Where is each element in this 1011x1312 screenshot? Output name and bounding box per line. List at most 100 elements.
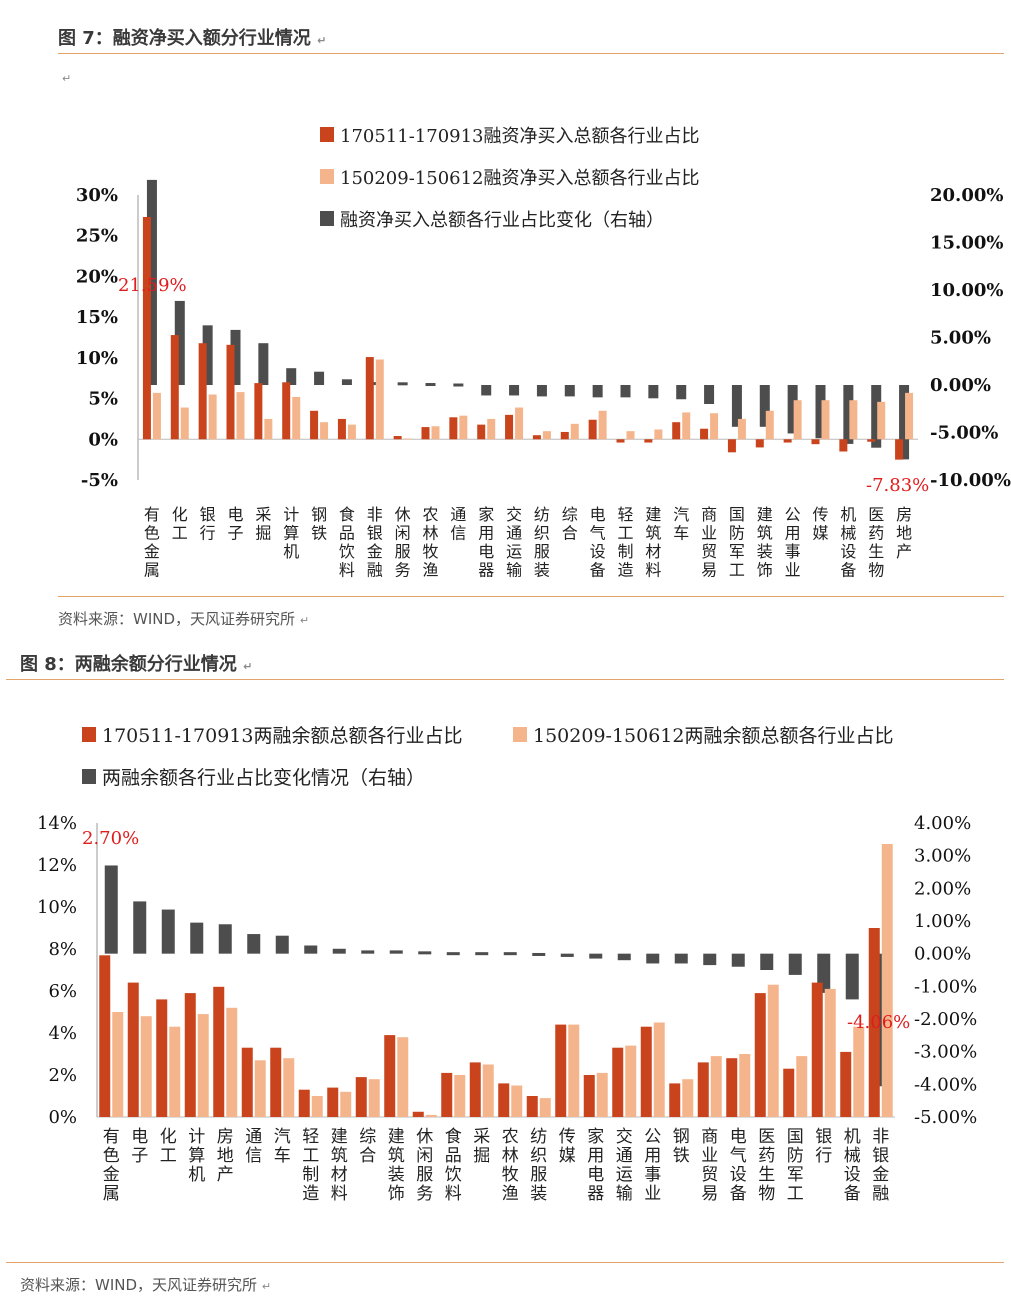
prior-period-bar: [710, 413, 719, 440]
category-tick-label: 食品饮料: [445, 1127, 462, 1204]
current-period-bar: [127, 982, 139, 1117]
current-period-bar: [526, 1096, 538, 1117]
change-bar: [275, 935, 289, 954]
right-axis-tick-label: 5.00%: [930, 328, 991, 349]
change-bar: [560, 953, 574, 957]
prior-period-bar: [226, 1007, 238, 1117]
prior-period-bar: [739, 1054, 751, 1117]
change-bar: [509, 385, 520, 396]
current-period-bar: [282, 382, 291, 440]
change-bar: [146, 179, 157, 385]
category-tick-label: 休闲服务: [395, 505, 411, 580]
current-period-bar: [412, 1111, 424, 1117]
prior-period-bar: [626, 431, 635, 440]
change-bar: [446, 952, 460, 956]
category-tick-label: 电子: [227, 505, 243, 543]
current-period-bar: [727, 439, 736, 453]
change-bar: [592, 385, 603, 398]
change-bar: [899, 385, 910, 460]
paragraph-mark: ↵: [62, 72, 72, 85]
change-bar: [815, 385, 826, 439]
change-bar: [418, 951, 432, 955]
prior-period-bar: [821, 400, 830, 440]
change-bar: [564, 385, 575, 397]
category-tick-label: 国防军工: [729, 505, 745, 580]
current-period-bar: [588, 419, 597, 440]
prior-period-bar: [767, 984, 779, 1117]
current-period-bar: [555, 1024, 567, 1117]
category-tick-label: 建筑材料: [645, 505, 661, 580]
current-period-bar: [310, 410, 319, 440]
change-bar: [453, 383, 464, 387]
change-bar: [104, 865, 118, 954]
prior-period-bar: [765, 410, 774, 440]
prior-period-bar: [180, 407, 189, 440]
prior-period-bar: [152, 392, 161, 440]
prior-period-bar: [254, 1060, 266, 1117]
change-bar: [481, 385, 492, 396]
category-tick-label: 化工: [172, 505, 188, 543]
current-period-bar: [213, 986, 225, 1117]
left-axis-tick-label: 5%: [88, 389, 118, 410]
current-period-bar: [184, 993, 196, 1117]
right-axis-tick-label: -4.00%: [914, 1074, 977, 1095]
current-period-bar: [640, 1026, 652, 1117]
change-bar: [247, 934, 261, 954]
category-tick-label: 银行: [200, 505, 216, 543]
figure7-chart: -5% 0% 5% 10% 15% 20% 25% 30% -10.00% -5.00% 0.00%…: [76, 126, 1011, 580]
current-period-bar: [384, 1035, 396, 1117]
change-bar: [787, 385, 798, 434]
left-axis-tick-label: 10%: [76, 348, 118, 369]
current-period-bar: [783, 1068, 795, 1117]
prior-period-bar: [853, 1026, 865, 1117]
figure8-source: 资料来源：WIND，天风证券研究所 ↵: [20, 1276, 272, 1294]
figure7-source: 资料来源：WIND，天风证券研究所 ↵: [58, 610, 310, 628]
current-period-bar: [867, 439, 876, 442]
change-bar: [133, 901, 147, 954]
prior-period-bar: [368, 1079, 380, 1117]
current-period-bar: [755, 439, 764, 448]
change-bar: [589, 953, 603, 959]
prior-period-bar: [283, 1058, 295, 1117]
prior-period-bar: [881, 844, 893, 1117]
prior-period-bar: [568, 1024, 580, 1117]
right-axis-tick-label: -3.00%: [914, 1042, 977, 1063]
left-axis-tick-label: 14%: [37, 813, 77, 834]
current-period-bar: [355, 1077, 367, 1117]
figure8-chart: 0% 2% 4% 6% 8% 10% 12% 14% -5.00% -4.00% -3.00% -2.…: [37, 725, 977, 1204]
category-tick-label: 公用事业: [644, 1127, 661, 1204]
current-period-bar: [700, 428, 709, 440]
prior-period-bar: [320, 422, 329, 440]
change-bar: [202, 325, 213, 385]
prior-period-bar: [487, 418, 496, 440]
left-axis-tick-label: 0%: [88, 429, 118, 450]
figure7-top-rule: [58, 53, 1004, 54]
current-period-bar: [170, 335, 179, 440]
right-axis-tick-label: 2.00%: [914, 878, 971, 899]
current-period-bar: [783, 439, 792, 443]
prior-period-bar: [905, 392, 914, 440]
current-period-bar: [156, 999, 168, 1117]
change-bar: [731, 953, 745, 967]
category-tick-label: 纺织服装: [530, 1127, 547, 1204]
current-period-bar: [298, 1089, 310, 1117]
right-axis-tick-label: -2.00%: [914, 1009, 977, 1030]
change-bar: [536, 385, 547, 397]
figure8-bottom-rule: [6, 1262, 1004, 1263]
change-bar: [620, 385, 631, 398]
change-bar: [760, 953, 774, 970]
left-axis-tick-label: 2%: [48, 1065, 77, 1086]
legend-swatch: [320, 169, 334, 184]
change-bar: [286, 368, 297, 385]
prior-period-bar: [511, 1085, 523, 1117]
prior-period-bar: [737, 418, 746, 440]
category-tick-label: 农林牧渔: [502, 1127, 519, 1204]
category-tick-label: 电气设备: [590, 505, 606, 580]
category-tick-label: 通信: [450, 505, 466, 543]
prior-period-bar: [653, 1022, 665, 1117]
current-period-bar: [839, 439, 848, 452]
category-tick-label: 公用事业: [785, 505, 801, 580]
left-axis-tick-label: 12%: [37, 855, 77, 876]
category-tick-label: 电气设备: [730, 1127, 747, 1204]
category-tick-label: 计算机: [188, 1127, 205, 1185]
